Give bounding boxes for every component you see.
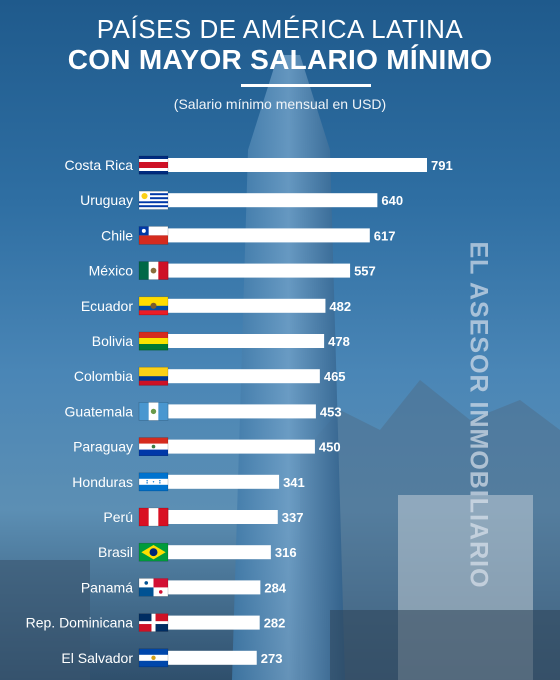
value-label: 337 (282, 510, 304, 525)
bar (167, 545, 271, 560)
category-label: Ecuador (81, 298, 133, 314)
value-label: 284 (264, 580, 286, 595)
category-label: Uruguay (80, 192, 133, 208)
el-salvador-flag-icon (138, 648, 169, 668)
bar (167, 193, 378, 208)
value-label: 316 (275, 545, 297, 560)
category-label: Paraguay (73, 439, 133, 455)
value-label: 450 (319, 440, 341, 455)
value-label: 478 (328, 334, 350, 349)
rep-dominicana-flag-icon (138, 613, 169, 632)
value-label: 617 (374, 228, 396, 243)
bar (167, 615, 260, 630)
bar (167, 298, 326, 313)
bar (167, 650, 257, 665)
category-label: Bolivia (92, 333, 133, 349)
subtitle: (Salario mínimo mensual en USD) (173, 96, 387, 112)
bar (167, 510, 278, 524)
colombia-flag-icon (138, 366, 169, 386)
ecuador-flag-icon (138, 296, 169, 316)
title-line-1: PAÍSES DE AMÉRICA LATINA (96, 14, 464, 44)
title-underline (241, 84, 371, 87)
honduras-flag-icon (138, 472, 169, 492)
title-line-2: CON MAYOR SALARIO MÍNIMO (67, 44, 493, 75)
category-label: Chile (101, 227, 133, 243)
brasil-flag-icon (138, 542, 169, 562)
category-label: Colombia (74, 368, 133, 384)
paraguay-flag-icon (138, 437, 169, 456)
bar (167, 404, 316, 419)
value-label: 557 (354, 264, 376, 279)
peru-flag-icon (138, 507, 169, 527)
bar (167, 439, 315, 454)
category-label: Honduras (72, 474, 133, 490)
category-label: Rep. Dominicana (26, 615, 134, 631)
bar (167, 474, 280, 489)
value-label: 282 (264, 616, 286, 631)
chile-flag-icon (138, 226, 169, 245)
uruguay-flag-icon (138, 190, 169, 210)
bar (167, 580, 261, 595)
category-label: El Salvador (61, 650, 133, 666)
bolivia-flag-icon (138, 331, 169, 351)
value-label: 273 (261, 651, 283, 666)
value-label: 453 (320, 404, 342, 419)
bar (167, 228, 370, 243)
value-label: 341 (283, 475, 305, 490)
category-label: Brasil (98, 544, 133, 560)
guatemala-flag-icon (138, 402, 169, 421)
bar (167, 158, 427, 172)
value-label: 465 (324, 369, 346, 384)
panama-flag-icon (138, 578, 169, 597)
category-label: México (89, 263, 134, 279)
category-label: Perú (103, 509, 133, 525)
category-label: Costa Rica (65, 157, 134, 173)
value-label: 791 (431, 158, 453, 173)
bar (167, 263, 351, 278)
value-label: 640 (381, 193, 403, 208)
category-label: Guatemala (65, 403, 134, 419)
mexico-flag-icon (138, 261, 169, 280)
bar (167, 369, 320, 384)
costa-rica-flag-icon (138, 155, 169, 175)
category-label: Panamá (81, 579, 133, 595)
value-label: 482 (329, 299, 351, 314)
bar (167, 334, 325, 348)
